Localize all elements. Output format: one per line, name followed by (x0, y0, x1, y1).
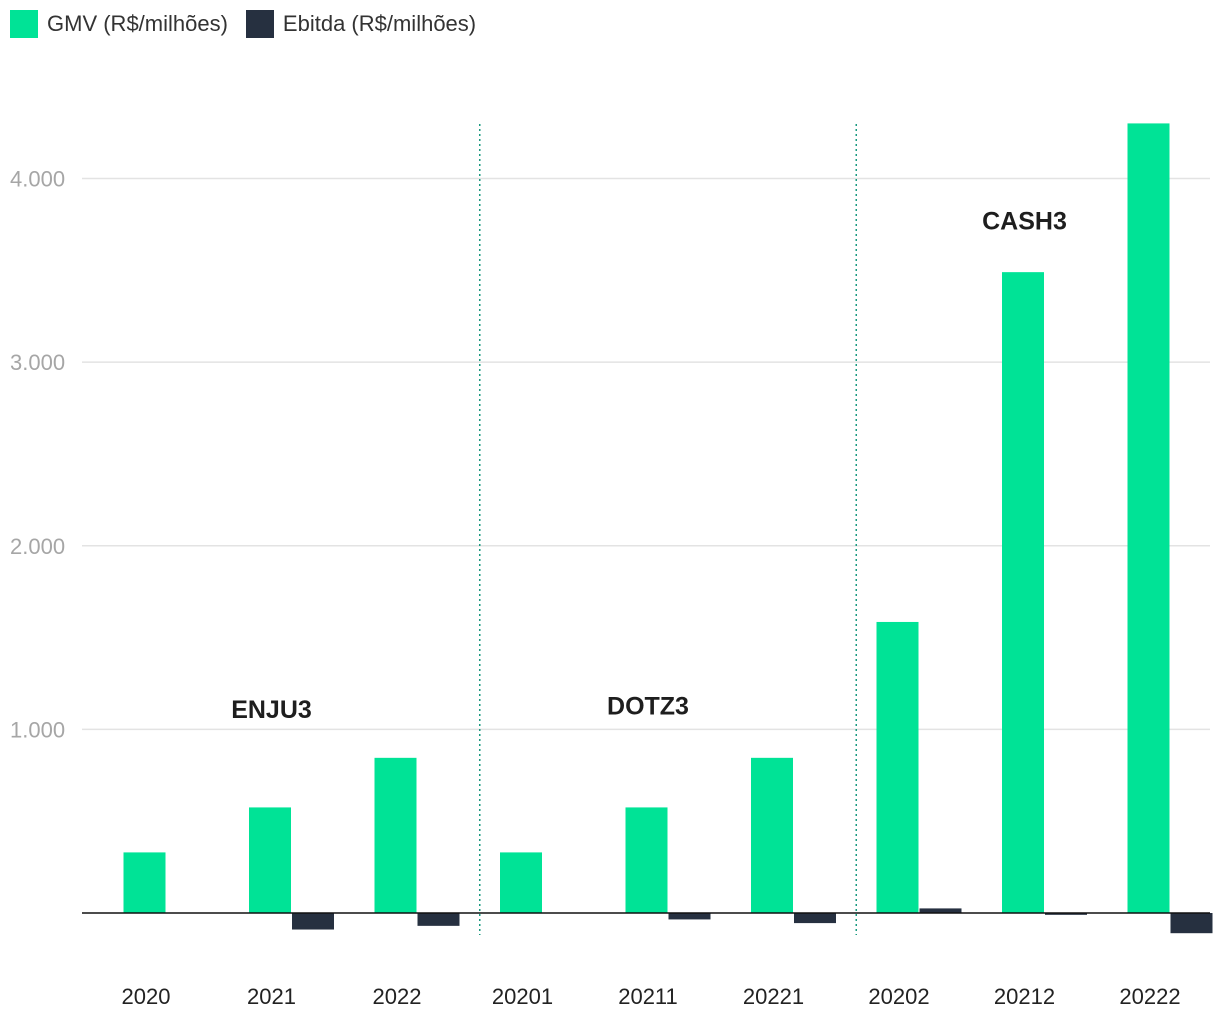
y-tick-label: 2.000 (10, 534, 65, 559)
x-tick-label: 2021 (247, 984, 296, 1009)
x-tick-label: 20221 (743, 984, 804, 1009)
legend-item-ebitda[interactable]: Ebitda (R$/milhões) (245, 10, 477, 38)
gmv-bar (374, 757, 417, 913)
x-tick-label: 2020 (122, 984, 171, 1009)
x-tick-label: 20202 (868, 984, 929, 1009)
legend-label-gmv: GMV (R$/milhões) (47, 11, 228, 36)
gmv-bar (1002, 272, 1044, 913)
x-tick-label: 20201 (492, 984, 553, 1009)
gmv-bar (249, 807, 291, 913)
group-annotation: DOTZ3 (607, 693, 689, 721)
legend: GMV (R$/milhões) Ebitda (R$/milhões) (10, 10, 476, 38)
gmv-bar (751, 757, 793, 913)
gmv-bar (123, 852, 166, 913)
group-annotation: ENJU3 (231, 696, 312, 724)
ebitda-bar (1045, 913, 1087, 915)
x-tick-label: 20212 (994, 984, 1055, 1009)
x-tick-label: 20211 (618, 984, 678, 1009)
legend-swatch-ebitda (245, 10, 274, 38)
gmv-bar (500, 852, 542, 913)
y-tick-label: 1.000 (10, 717, 65, 742)
gmv-bar (1127, 123, 1170, 914)
ebitda-bar (1170, 913, 1213, 934)
legend-label-ebitda: Ebitda (R$/milhões) (282, 11, 477, 36)
y-tick-label: 4.000 (10, 167, 65, 192)
ebitda-bar (292, 913, 334, 930)
ebitda-bar (668, 913, 711, 920)
y-tick-label: 3.000 (10, 350, 65, 375)
gmv-bar (625, 807, 668, 913)
ebitda-bar (417, 913, 460, 926)
legend-item-gmv[interactable]: GMV (R$/milhões) (10, 10, 228, 38)
x-tick-label: 20222 (1119, 984, 1180, 1009)
gmv-bar (876, 621, 919, 913)
legend-swatch-gmv (10, 10, 38, 38)
group-annotation: CASH3 (982, 208, 1067, 236)
ebitda-bar (919, 908, 962, 913)
x-tick-label: 2022 (373, 984, 422, 1009)
ebitda-bar (794, 913, 836, 924)
